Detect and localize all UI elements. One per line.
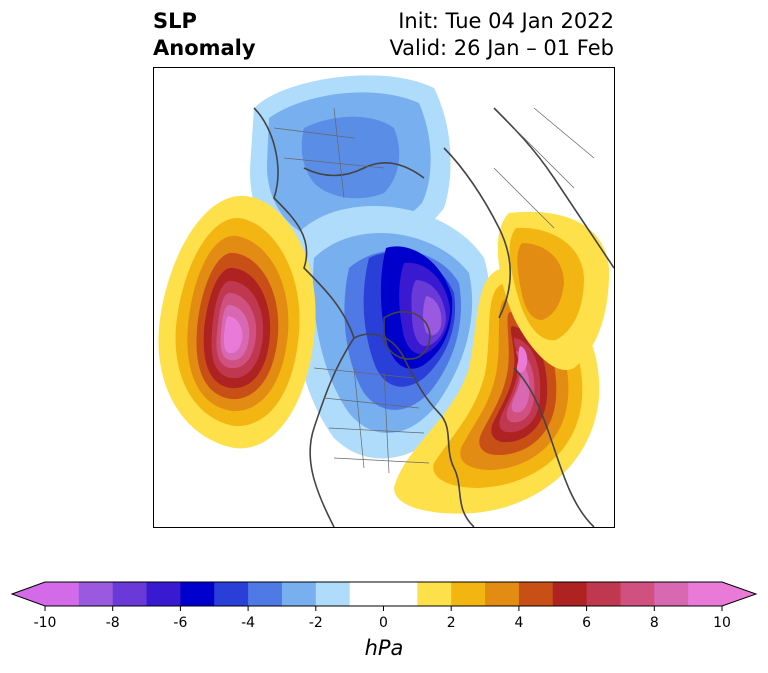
colorbar-cell [112,582,148,606]
border-lines [273,107,595,474]
title-right: Init: Tue 04 Jan 2022 Valid: 26 Jan – 01… [389,8,614,62]
colorbar-cell [586,582,621,606]
colorbar-cell [214,582,249,606]
colorbar-tick-label: -8 [106,615,120,631]
colorbar-cell [451,582,486,606]
colorbar-tick-label: -10 [34,615,57,631]
colorbar: -10 -8 -6 -4 -2 0 2 4 6 8 10 [10,581,758,631]
colorbar-cell [146,582,181,606]
colorbar-tick-label: 0 [379,615,388,631]
colorbar-cell [383,582,418,606]
coastlines [253,107,614,527]
colorbar-extend-max [722,582,756,606]
colorbar-cell [281,582,317,606]
colorbar-tick-label: 4 [514,615,523,631]
colorbar-cell [417,582,452,606]
asia-high-anomaly [497,211,610,370]
colorbar-cell [248,582,283,606]
colorbar-tick-label: 8 [650,615,659,631]
colorbar-cell [78,582,114,606]
slp-anomaly-map [158,75,614,527]
colorbar-tick-label: 10 [713,615,731,631]
title-left: SLP Anomaly [153,8,256,62]
colorbar-tick-label: -4 [241,615,255,631]
siberia-low-anomaly [249,75,451,268]
colorbar-cell [315,582,351,606]
colorbar-cell [485,582,520,606]
colorbar-tick-label: -2 [309,615,323,631]
arctic-low-anomaly [291,205,490,459]
colorbar-extend-min [12,582,45,606]
title-variable: SLP [153,9,197,33]
colorbar-cell [552,582,588,606]
title-field: Anomaly [153,36,256,60]
init-date: Init: Tue 04 Jan 2022 [398,9,614,33]
colorbar-cell [45,582,80,606]
colorbar-cell [518,582,554,606]
colorbar-tick-label: -6 [173,615,187,631]
map-panel [153,67,615,528]
colorbar-tick-label: 2 [447,615,456,631]
colorbar-tick-label: 6 [582,615,591,631]
pacific-high-anomaly [158,195,316,449]
valid-range: Valid: 26 Jan – 01 Feb [389,36,614,60]
colorbar-cell [349,582,384,606]
colorbar-cell [688,582,723,606]
colorbar-cell [620,582,655,606]
colorbar-unit: hPa [364,636,404,660]
colorbar-cell [654,582,689,606]
colorbar-cell [180,582,215,606]
